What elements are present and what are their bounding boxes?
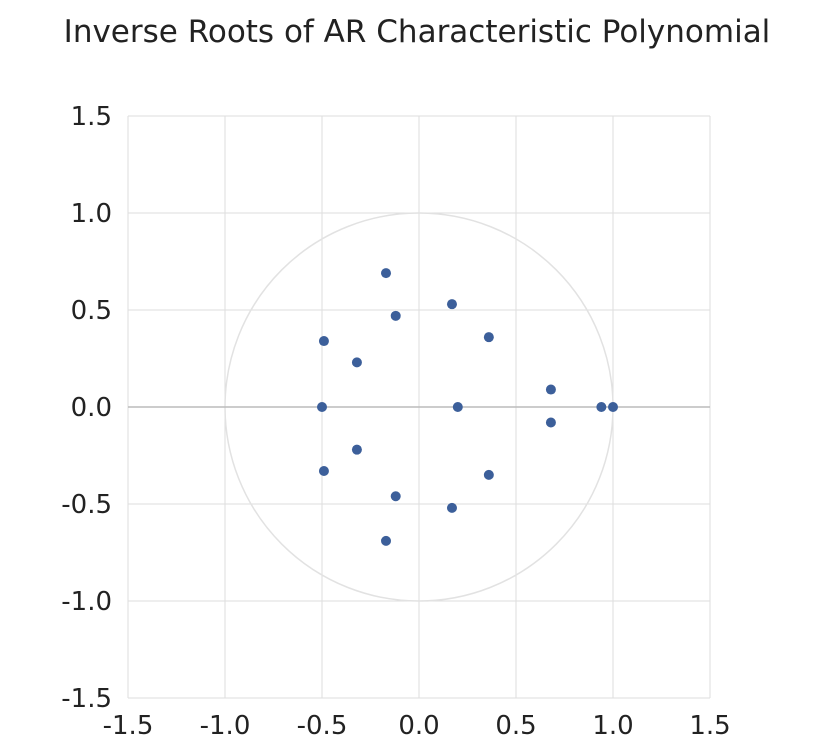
x-tick-label: 0.0 xyxy=(398,711,439,741)
data-point xyxy=(317,402,327,412)
data-point xyxy=(608,402,618,412)
data-point xyxy=(545,417,556,428)
data-point xyxy=(446,502,457,513)
data-point xyxy=(318,466,329,477)
chart-title: Inverse Roots of AR Characteristic Polyn… xyxy=(63,14,771,50)
data-point xyxy=(452,402,463,412)
x-tick-labels: -1.5 -1.0 -0.5 0.0 0.5 1.0 1.5 xyxy=(103,711,731,741)
y-tick-label: 0.5 xyxy=(71,296,112,326)
y-tick-label: 1.0 xyxy=(71,199,112,229)
data-points xyxy=(317,268,618,546)
data-point xyxy=(390,491,401,502)
data-point xyxy=(390,310,401,321)
x-tick-label: 1.5 xyxy=(689,711,730,741)
x-tick-label: -0.5 xyxy=(297,711,348,741)
x-tick-label: -1.5 xyxy=(103,711,154,741)
data-point xyxy=(446,299,457,310)
x-tick-label: 1.0 xyxy=(592,711,633,741)
data-point xyxy=(381,268,392,279)
data-point xyxy=(545,384,556,395)
data-point xyxy=(483,332,494,343)
data-point xyxy=(318,336,329,347)
x-tick-label: 0.5 xyxy=(495,711,536,741)
data-point xyxy=(351,357,362,368)
y-tick-labels: 1.5 1.0 0.5 0.0 -0.5 -1.0 -1.5 xyxy=(61,102,112,714)
data-point xyxy=(381,535,392,546)
y-tick-label: -1.0 xyxy=(61,587,112,617)
y-tick-label: 0.0 xyxy=(71,393,112,423)
data-point xyxy=(596,402,607,412)
x-tick-label: -1.0 xyxy=(200,711,251,741)
data-point xyxy=(351,444,362,455)
data-point xyxy=(483,469,494,480)
y-tick-label: -1.5 xyxy=(61,684,112,714)
y-tick-label: 1.5 xyxy=(71,102,112,132)
y-tick-label: -0.5 xyxy=(61,490,112,520)
